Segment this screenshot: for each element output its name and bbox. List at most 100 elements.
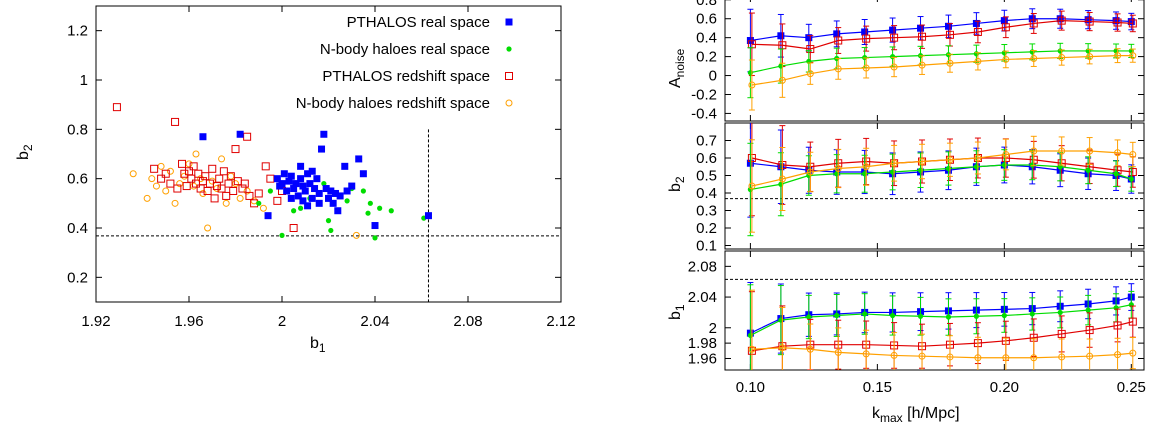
panel-frame (724, 122, 1145, 250)
data-point (1058, 353, 1066, 361)
y-tick-label: 2.08 (688, 258, 717, 275)
scatter-point (283, 187, 291, 195)
y-tick-label: -0.2 (691, 86, 717, 103)
data-point (862, 163, 870, 171)
scatter-point (273, 175, 281, 183)
data-point (806, 345, 814, 353)
scatter-point (219, 167, 228, 176)
scatter-point (367, 200, 373, 206)
data-point (944, 22, 952, 30)
data-point (805, 34, 813, 42)
scatter-point (331, 189, 339, 197)
scatter-point (224, 179, 233, 188)
legend-entry-label: PTHALOS real space (347, 14, 490, 31)
data-point (1086, 147, 1094, 155)
data-point (777, 32, 785, 40)
data-point (834, 348, 842, 356)
legend-entry-label: PTHALOS redshift space (322, 68, 490, 85)
data-point (1127, 18, 1135, 26)
legend-entry-label: N-body haloes redshift space (296, 95, 490, 112)
scatter-point (287, 194, 295, 202)
scatter-point (261, 162, 270, 171)
data-point (748, 345, 756, 353)
legend-marker (505, 99, 513, 107)
scatter-point (341, 162, 349, 170)
scatter-point (229, 187, 238, 195)
data-point (1002, 55, 1010, 63)
data-point (1028, 15, 1036, 23)
scatter-point (289, 224, 298, 232)
data-point (974, 57, 982, 65)
scatter-point (157, 162, 165, 170)
scatter-point (325, 194, 332, 202)
y-tick-label: 0.6 (696, 11, 717, 28)
data-point (834, 165, 842, 172)
scatter-y-axis-label: b2 (15, 144, 35, 160)
scatter-x-tick-label: 2.08 (453, 313, 482, 330)
scatter-point (297, 162, 305, 170)
data-point (862, 311, 868, 317)
scatter-point (143, 194, 151, 202)
data-point (890, 63, 898, 71)
data-point (946, 156, 954, 164)
scatter-point (236, 194, 244, 202)
y-tick-label: 0.2 (696, 220, 717, 237)
data-point (917, 24, 925, 32)
y-tick-label: 0 (709, 68, 717, 85)
data-point (833, 30, 841, 38)
scatter-point (213, 185, 221, 193)
scatter-point (287, 172, 295, 180)
scatter-point (259, 204, 267, 212)
data-point (1030, 55, 1038, 62)
scatter-point (352, 231, 360, 239)
scatter-point (217, 184, 226, 193)
scatter-point (371, 222, 379, 230)
scatter-point (232, 180, 239, 188)
data-point (1030, 147, 1038, 155)
scatter-y-tick-label: 0.4 (67, 220, 88, 237)
series-group (746, 8, 1137, 111)
data-point (889, 26, 897, 34)
scatter-point (222, 191, 231, 200)
data-point (1113, 18, 1122, 27)
scatter-point (162, 187, 170, 195)
scatter-point (267, 188, 273, 194)
data-point (918, 352, 926, 360)
kmax-tick-label: 0.15 (863, 379, 892, 396)
scatter-point (218, 155, 226, 163)
scatter-point (148, 175, 156, 183)
scatter-point (161, 169, 170, 178)
scatter-point (348, 182, 356, 190)
series-line (751, 347, 1133, 359)
scatter-point (245, 191, 254, 200)
scatter-point (190, 182, 198, 190)
data-point (861, 28, 869, 36)
y-tick-label: 0.6 (696, 150, 717, 167)
data-point (1001, 312, 1007, 319)
scatter-point (227, 172, 235, 180)
scatter-point (424, 212, 432, 220)
data-point (834, 36, 843, 45)
scatter-point (180, 172, 188, 180)
scatter-point (243, 132, 252, 141)
kmax-tick-label: 0.20 (990, 379, 1019, 396)
data-point (1113, 321, 1122, 330)
scatter-y-tick-label: 0.8 (67, 121, 88, 138)
y-tick-label: 1.96 (688, 350, 717, 367)
scatter-point (285, 177, 293, 185)
legend-entry-label: N-body haloes real space (320, 41, 490, 58)
y-tick-label: 0.4 (696, 185, 717, 202)
scatter-point (372, 235, 378, 241)
data-point (946, 353, 954, 361)
scatter-point (180, 169, 189, 178)
scatter-point (157, 174, 166, 183)
scatter-y-tick-label: 0.6 (67, 171, 88, 188)
scatter-point (182, 182, 191, 191)
parameter-vs-kmax-plots: -0.4-0.200.20.40.60.80.10.20.30.40.50.60… (667, 0, 1146, 425)
scatter-plot-frame (95, 5, 562, 303)
scatter-point (278, 180, 286, 188)
scatter-point (166, 167, 174, 175)
scatter-point (152, 182, 160, 190)
scatter-point (199, 133, 207, 141)
scatter-reference-lines (96, 129, 561, 302)
